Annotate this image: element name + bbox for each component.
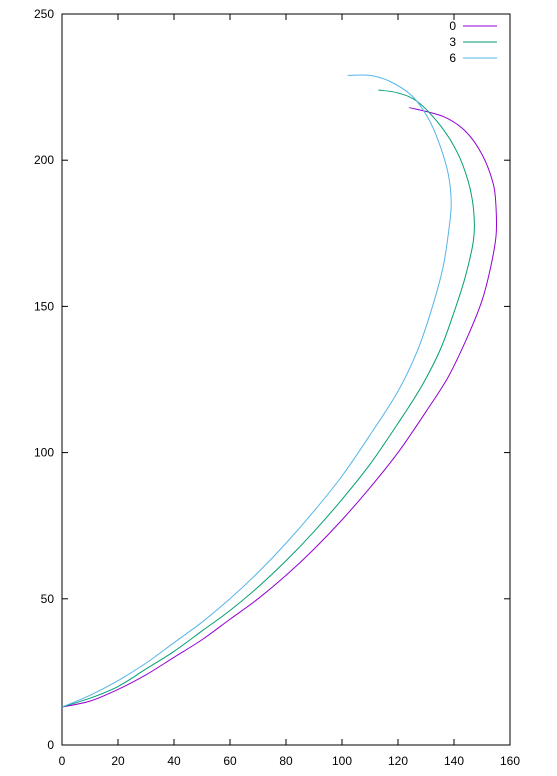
legend-label: 3 xyxy=(449,35,456,49)
y-tick-label: 50 xyxy=(41,592,55,606)
x-tick-label: 60 xyxy=(223,754,237,768)
series-lines xyxy=(61,74,498,708)
x-tick-label: 0 xyxy=(59,754,66,768)
y-tick-label: 250 xyxy=(34,7,54,21)
x-tick-label: 40 xyxy=(167,754,181,768)
x-tick-label: 80 xyxy=(279,754,293,768)
legend-label: 0 xyxy=(449,19,456,33)
series-line-0 xyxy=(61,107,498,708)
legend: 0 3 6 xyxy=(449,19,497,65)
y-tick-label: 0 xyxy=(47,738,54,752)
y-tick-label: 150 xyxy=(34,299,54,313)
x-tick-label: 160 xyxy=(500,754,520,768)
series-line-6 xyxy=(61,74,452,708)
y-tick-label: 200 xyxy=(34,153,54,167)
legend-label: 6 xyxy=(449,51,456,65)
plot-frame xyxy=(61,13,511,746)
x-tick-label: 100 xyxy=(332,754,352,768)
y-tick-label: 100 xyxy=(34,446,54,460)
x-tick-label: 140 xyxy=(444,754,464,768)
x-tick-label: 120 xyxy=(388,754,408,768)
series-line-3 xyxy=(61,89,475,708)
x-tick-label: 20 xyxy=(111,754,125,768)
